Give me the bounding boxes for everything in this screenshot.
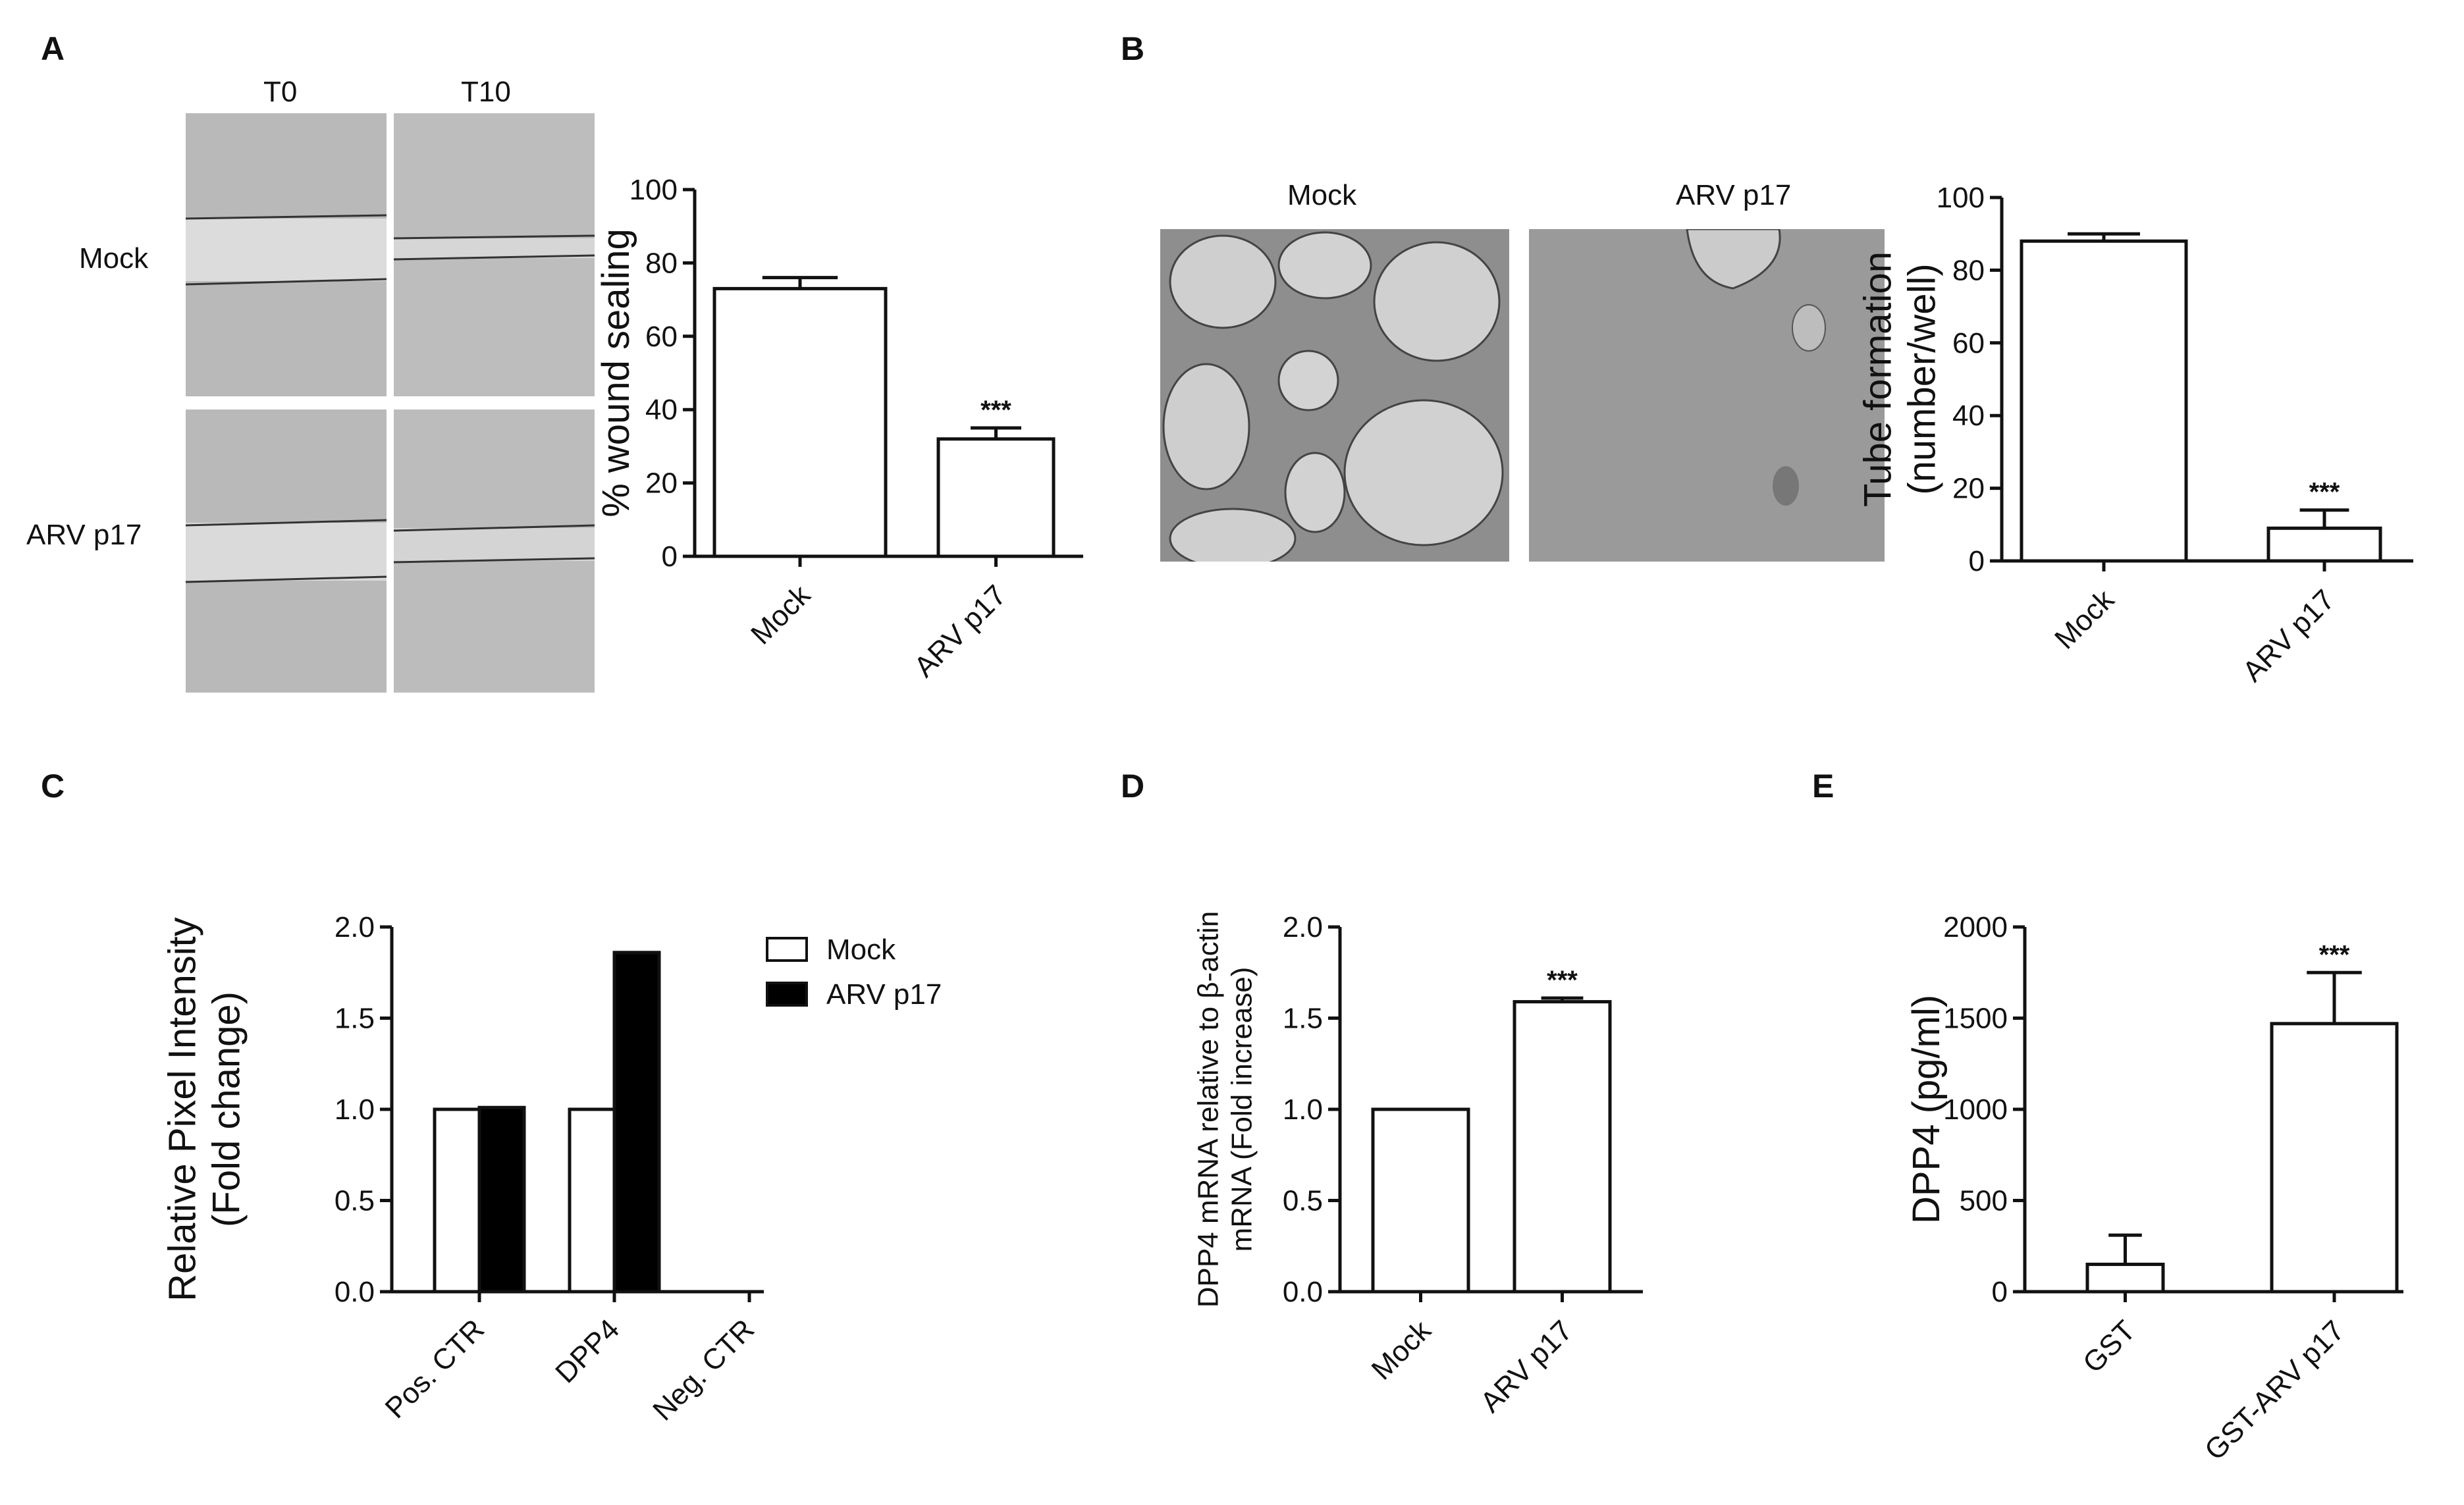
y-tick-label-e: 2000 bbox=[1943, 911, 2008, 943]
bar-c-mock bbox=[568, 1107, 616, 1294]
y-tick-label-b: 0 bbox=[1969, 545, 1985, 577]
bar-d-arv-p17 bbox=[1513, 1000, 1612, 1294]
significance-e: *** bbox=[2319, 940, 2350, 969]
y-tick-label-a: 40 bbox=[645, 394, 678, 426]
y-axis-label-a: % wound sealing bbox=[595, 228, 637, 517]
y-tick-label-e: 1500 bbox=[1943, 1003, 2008, 1035]
micrograph-arv-t10 bbox=[394, 409, 595, 693]
category-label-d: Mock bbox=[1366, 1314, 1438, 1386]
bar-d-mock bbox=[1371, 1107, 1470, 1294]
image-label-arv-p17: ARV p17 bbox=[1676, 179, 1792, 211]
bar-c-mock bbox=[433, 1107, 481, 1294]
significance-a: *** bbox=[980, 396, 1011, 425]
y-tick-label-c: 2.0 bbox=[335, 911, 375, 943]
y-axis-label-b: (number/well) bbox=[1900, 263, 1943, 494]
category-label-a: ARV p17 bbox=[908, 579, 1013, 683]
y-tick-label-b: 80 bbox=[1952, 254, 1985, 286]
y-tick-label-c: 1.5 bbox=[335, 1003, 375, 1035]
y-tick-label-a: 0 bbox=[662, 541, 678, 573]
y-tick-label-a: 80 bbox=[645, 247, 678, 279]
y-axis-label-b: Tube formation bbox=[1857, 251, 1900, 507]
y-axis-label-c: Relative Pixel Intensity bbox=[161, 917, 204, 1301]
y-tick-label-d: 2.0 bbox=[1283, 911, 1323, 943]
bar-c-arv-p17 bbox=[612, 951, 661, 1294]
bar-c-arv-p17 bbox=[477, 1105, 526, 1294]
micrograph-mock-t0 bbox=[186, 113, 387, 396]
significance-b: *** bbox=[2309, 478, 2340, 507]
y-tick-label-d: 1.0 bbox=[1283, 1094, 1323, 1126]
y-tick-label-c: 0.0 bbox=[335, 1276, 375, 1308]
legend-swatch-arv-p17 bbox=[766, 982, 808, 1007]
y-tick-label-b: 40 bbox=[1952, 400, 1985, 432]
image-label-mock: Mock bbox=[1287, 179, 1357, 211]
row-label-arv-p17: ARV p17 bbox=[26, 519, 142, 551]
micrograph-tube-mock bbox=[1160, 229, 1509, 562]
y-tick-label-e: 1000 bbox=[1943, 1094, 2008, 1126]
y-axis-label-d: DPP4 mRNA relative to β-actin bbox=[1192, 911, 1225, 1307]
micrograph-mock-t10 bbox=[394, 113, 595, 396]
panel-label-a: A bbox=[41, 30, 65, 67]
bar-b-arv-p17 bbox=[2266, 526, 2382, 563]
significance-d: *** bbox=[1547, 966, 1578, 995]
y-tick-label-e: 500 bbox=[1960, 1185, 2008, 1217]
bar-a-mock bbox=[712, 286, 888, 558]
panel-label-b: B bbox=[1121, 30, 1145, 67]
y-tick-label-a: 20 bbox=[645, 467, 678, 500]
category-label-b: ARV p17 bbox=[2236, 583, 2341, 688]
y-tick-label-d: 0.5 bbox=[1283, 1185, 1323, 1217]
bar-b-mock bbox=[2020, 239, 2188, 563]
y-tick-label-a: 60 bbox=[645, 321, 678, 353]
y-axis-label-d: mRNA (Fold increase) bbox=[1225, 967, 1258, 1252]
panel-label-e: E bbox=[1812, 768, 1835, 805]
category-label-e: GST-ARV p17 bbox=[2199, 1314, 2351, 1466]
category-label-c: Neg. CTR bbox=[647, 1313, 761, 1427]
legend-swatch-mock bbox=[766, 937, 808, 962]
y-tick-label-e: 0 bbox=[1992, 1276, 2008, 1308]
column-label-t10: T10 bbox=[461, 76, 511, 108]
micrograph-tube-arv bbox=[1529, 229, 1885, 562]
bar-e-gst-arv-p17 bbox=[2270, 1022, 2399, 1294]
panel-label-d: D bbox=[1121, 768, 1145, 805]
micrograph-arv-t0 bbox=[186, 409, 387, 693]
y-tick-label-b: 60 bbox=[1952, 327, 1985, 359]
y-tick-label-d: 0.0 bbox=[1283, 1276, 1323, 1308]
y-tick-label-c: 1.0 bbox=[335, 1094, 375, 1126]
bar-a-arv-p17 bbox=[936, 437, 1056, 558]
y-axis-label-c: (Fold change) bbox=[205, 991, 248, 1227]
category-label-b: Mock bbox=[2049, 583, 2121, 656]
y-axis-label-e: DPP4 (pg/ml) bbox=[1905, 995, 1948, 1224]
category-label-a: Mock bbox=[745, 579, 817, 651]
column-label-t0: T0 bbox=[263, 76, 298, 108]
y-tick-label-d: 1.5 bbox=[1283, 1003, 1323, 1035]
category-label-c: Pos. CTR bbox=[379, 1313, 491, 1424]
y-tick-label-b: 100 bbox=[1937, 182, 1985, 214]
y-tick-label-c: 0.5 bbox=[335, 1185, 375, 1217]
y-tick-label-a: 100 bbox=[629, 174, 678, 206]
category-label-c: DPP4 bbox=[549, 1313, 626, 1389]
category-label-e: GST bbox=[2077, 1314, 2142, 1379]
y-tick-label-b: 20 bbox=[1952, 473, 1985, 505]
legend-label-arv-p17: ARV p17 bbox=[826, 978, 942, 1011]
row-label-mock: Mock bbox=[79, 242, 149, 275]
legend-label-mock: Mock bbox=[826, 934, 896, 966]
category-label-d: ARV p17 bbox=[1474, 1314, 1579, 1419]
bar-e-gst bbox=[2085, 1262, 2165, 1294]
panel-label-c: C bbox=[41, 768, 65, 805]
